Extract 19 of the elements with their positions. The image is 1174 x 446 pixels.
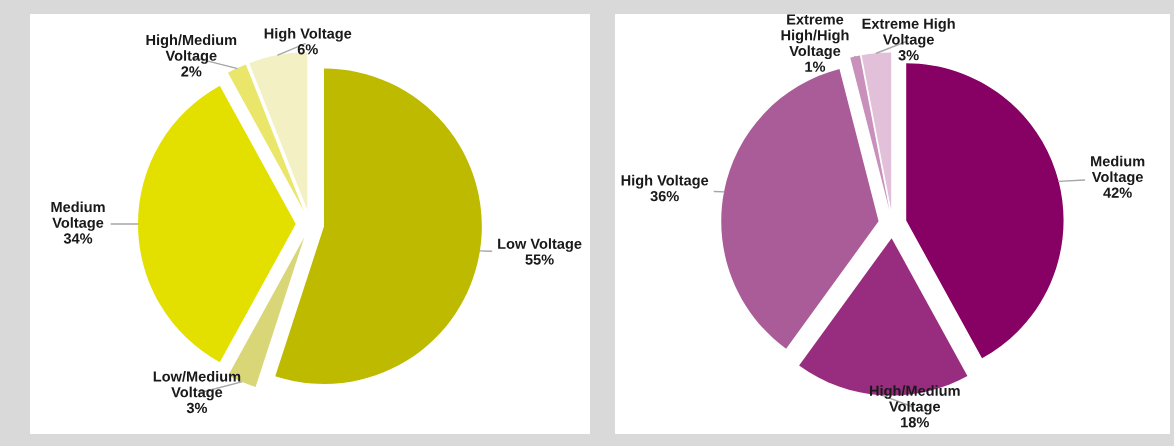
slice-label: Extreme High Voltage [862,18,955,48]
data-label: 6% [297,44,318,55]
data-label: 3% [186,402,208,414]
data-label: 42% [1103,187,1132,198]
data-label: 1% [805,61,826,72]
data-label: 55% [525,254,554,265]
slice-label: Medium Voltage [51,201,105,231]
slice-label: High Voltage [621,174,709,189]
data-label: 2% [181,66,202,77]
slice-label: High/Medium Voltage [869,385,960,415]
data-label: 18% [901,417,929,428]
slice-label: High Voltage [264,27,352,42]
data-label: 3% [898,50,919,61]
data-label: 36% [650,190,679,202]
data-label: 34% [63,233,93,244]
slice-label: High/Medium Voltage [146,34,237,64]
slice-label: Extreme High/High Voltage [781,14,849,60]
slice-label: Medium Voltage [1091,155,1145,186]
slice-label: Low Voltage [498,238,582,252]
